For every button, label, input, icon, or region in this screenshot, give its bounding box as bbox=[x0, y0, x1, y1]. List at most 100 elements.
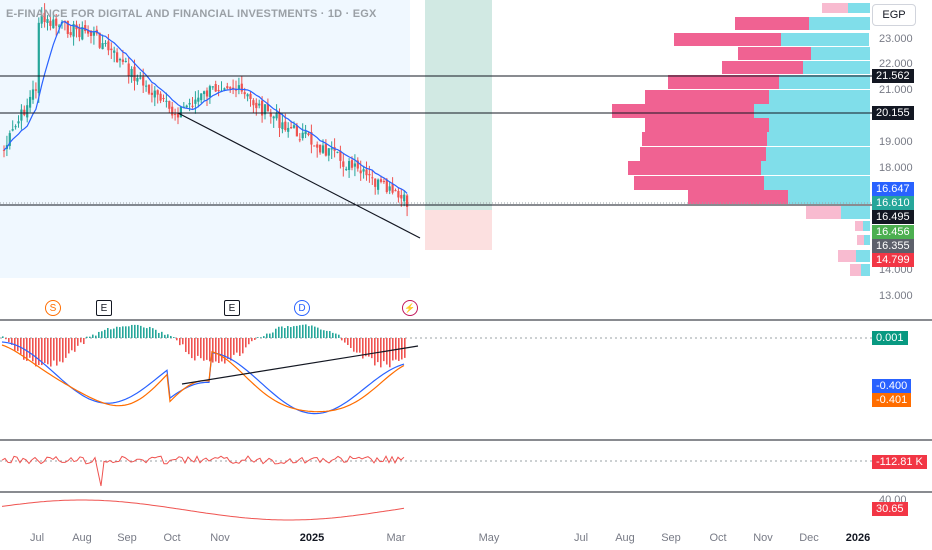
hline-price-label[interactable]: 20.155 bbox=[872, 106, 914, 120]
candle-body bbox=[350, 160, 354, 168]
time-tick: Nov bbox=[753, 532, 773, 544]
candle-body bbox=[139, 77, 142, 79]
candle-body bbox=[136, 77, 139, 82]
candle-body bbox=[290, 127, 293, 129]
macd-histogram-bar bbox=[224, 338, 226, 364]
candle-body bbox=[168, 101, 171, 109]
long-position-stop-zone bbox=[425, 210, 492, 250]
macd-histogram-bar bbox=[206, 338, 208, 360]
split-event-icon[interactable]: S bbox=[45, 300, 61, 316]
macd-histogram-bar bbox=[146, 328, 148, 338]
candle-body bbox=[31, 89, 35, 100]
candle-body bbox=[246, 94, 249, 97]
drawing-tools bbox=[0, 75, 872, 239]
time-tick: Dec bbox=[799, 532, 819, 544]
volume-profile-bar-sell bbox=[642, 132, 767, 146]
volume-profile-bar-buy bbox=[767, 132, 870, 146]
candle-body bbox=[145, 85, 148, 87]
volume-profile-bar-sell bbox=[612, 104, 754, 118]
price-tick: 22.000 bbox=[879, 58, 913, 70]
macd-histogram-bar bbox=[218, 338, 220, 364]
candle-body bbox=[197, 97, 200, 102]
candle-body bbox=[374, 178, 377, 187]
price-tick: 13.000 bbox=[879, 290, 913, 302]
volume-profile-bar-buy bbox=[754, 104, 870, 118]
macd-histogram-bar bbox=[77, 338, 79, 346]
macd-histogram-bar bbox=[107, 327, 109, 338]
macd-histogram-bar bbox=[188, 338, 190, 355]
volume-profile-bar-buy bbox=[848, 3, 870, 13]
macd-histogram-bar bbox=[59, 338, 61, 362]
time-tick: 2026 bbox=[845, 532, 871, 544]
candle-body bbox=[301, 132, 304, 139]
candle-body bbox=[58, 25, 61, 27]
macd-histogram-bar bbox=[308, 326, 310, 338]
candle-body bbox=[200, 93, 203, 101]
macd-histogram-bar bbox=[65, 338, 67, 358]
candle-body bbox=[295, 125, 298, 137]
candle-body bbox=[382, 181, 385, 183]
macd-histogram-bar bbox=[284, 328, 286, 338]
macd-histogram-bar bbox=[203, 338, 205, 361]
candle-body bbox=[281, 122, 284, 130]
currency-selector[interactable]: EGP bbox=[872, 4, 916, 26]
macd-histogram-bar bbox=[266, 333, 268, 338]
macd-histogram-bar bbox=[377, 338, 379, 363]
candle-body bbox=[29, 96, 32, 108]
candle-body bbox=[345, 168, 348, 170]
candle-body bbox=[237, 85, 240, 90]
candle-body bbox=[319, 144, 322, 153]
price-tick: 23.000 bbox=[879, 33, 913, 45]
macd-histogram-bar bbox=[275, 328, 277, 338]
candle-body bbox=[26, 105, 29, 118]
symbol-title: E-FINANCE FOR DIGITAL AND FINANCIAL INVE… bbox=[6, 8, 377, 20]
candle-body bbox=[69, 32, 72, 36]
macd-histogram-bar bbox=[272, 332, 274, 338]
macd-histogram-bar bbox=[353, 338, 355, 352]
volume-profile-bar-sell bbox=[628, 161, 761, 175]
candle-body bbox=[49, 20, 52, 26]
macd-histogram-bar bbox=[134, 324, 136, 338]
macd-histogram-bar bbox=[191, 338, 193, 359]
macd-histogram-bar bbox=[248, 338, 250, 345]
candle-body bbox=[156, 90, 159, 95]
candle-body bbox=[252, 100, 255, 106]
volume-profile-bar-sell bbox=[674, 33, 781, 46]
hline-price-label[interactable]: 16.495 bbox=[872, 210, 914, 224]
macd-histogram-bar bbox=[185, 338, 187, 352]
candle-body bbox=[263, 104, 267, 115]
candle-body bbox=[185, 105, 188, 108]
macd-histogram-bar bbox=[299, 325, 301, 338]
news-flash-icon[interactable]: ⚡ bbox=[402, 300, 418, 316]
candle-body bbox=[388, 186, 391, 191]
macd-histogram-bar bbox=[101, 331, 103, 338]
macd-histogram-bar bbox=[104, 329, 106, 338]
macd-histogram-bar bbox=[251, 338, 253, 342]
hline-price-label[interactable]: 21.562 bbox=[872, 69, 914, 83]
earnings-event-icon[interactable]: E bbox=[224, 300, 240, 316]
candle-body bbox=[84, 25, 87, 32]
macd-histogram-bar bbox=[236, 338, 238, 353]
dividend-event-icon[interactable]: D bbox=[294, 300, 310, 316]
time-tick: Jul bbox=[29, 532, 45, 544]
price-label: 16.647 bbox=[872, 182, 914, 196]
macd-histogram-bar bbox=[143, 327, 145, 338]
macd-histogram-bar bbox=[350, 338, 352, 349]
candle-body bbox=[52, 19, 55, 29]
candle-body bbox=[278, 112, 281, 128]
macd-histogram-bar bbox=[359, 338, 361, 353]
candle-body bbox=[191, 105, 194, 107]
macd-histogram-bar bbox=[182, 338, 184, 345]
earnings-event-icon[interactable]: E bbox=[96, 300, 112, 316]
candle-body bbox=[81, 27, 84, 40]
macd-histogram-bar bbox=[380, 338, 382, 368]
macd-histogram-bar bbox=[8, 338, 10, 343]
candle-body bbox=[397, 190, 400, 198]
macd-histogram-bar bbox=[254, 338, 256, 340]
macd-histogram-bar bbox=[362, 338, 364, 359]
candle-body bbox=[243, 92, 246, 95]
volume-profile-bar-buy bbox=[811, 47, 870, 60]
macd-histogram-bar bbox=[38, 338, 40, 366]
